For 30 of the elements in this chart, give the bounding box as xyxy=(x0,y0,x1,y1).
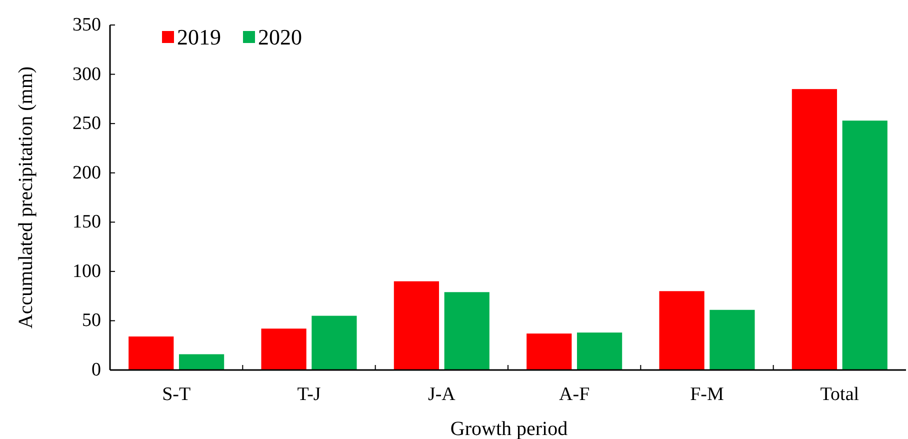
legend-label: 2019 xyxy=(177,24,221,50)
x-tick-label: A-F xyxy=(559,384,590,405)
x-axis-title: Growth period xyxy=(450,418,568,439)
x-tick-label: T-J xyxy=(297,384,321,405)
bar xyxy=(444,292,490,370)
x-tick-label: Total xyxy=(820,384,860,405)
bar xyxy=(792,89,838,370)
y-tick-label: 200 xyxy=(72,162,101,184)
y-tick-label: 300 xyxy=(72,64,101,85)
x-tick-label: F-M xyxy=(690,384,724,405)
y-tick-label: 150 xyxy=(72,212,101,233)
y-tick-label: 250 xyxy=(72,113,101,134)
bar xyxy=(128,336,174,370)
y-tick-label: 100 xyxy=(72,260,101,282)
x-tick-label: J-A xyxy=(428,384,456,405)
bar xyxy=(842,120,888,370)
y-tick-label: 50 xyxy=(82,310,101,332)
bar xyxy=(261,328,306,370)
bar xyxy=(526,334,572,370)
legend-label: 2020 xyxy=(258,24,302,50)
bar xyxy=(394,281,440,370)
bar xyxy=(710,310,755,370)
y-tick-label: 0 xyxy=(92,360,101,380)
x-tick-label: S-T xyxy=(162,384,191,405)
y-axis-title: Accumulated precipitation (mm) xyxy=(15,66,37,329)
bar xyxy=(576,332,622,370)
y-tick-label: 350 xyxy=(72,14,101,36)
bar xyxy=(312,316,357,370)
bar xyxy=(178,354,224,370)
bar xyxy=(659,291,704,370)
